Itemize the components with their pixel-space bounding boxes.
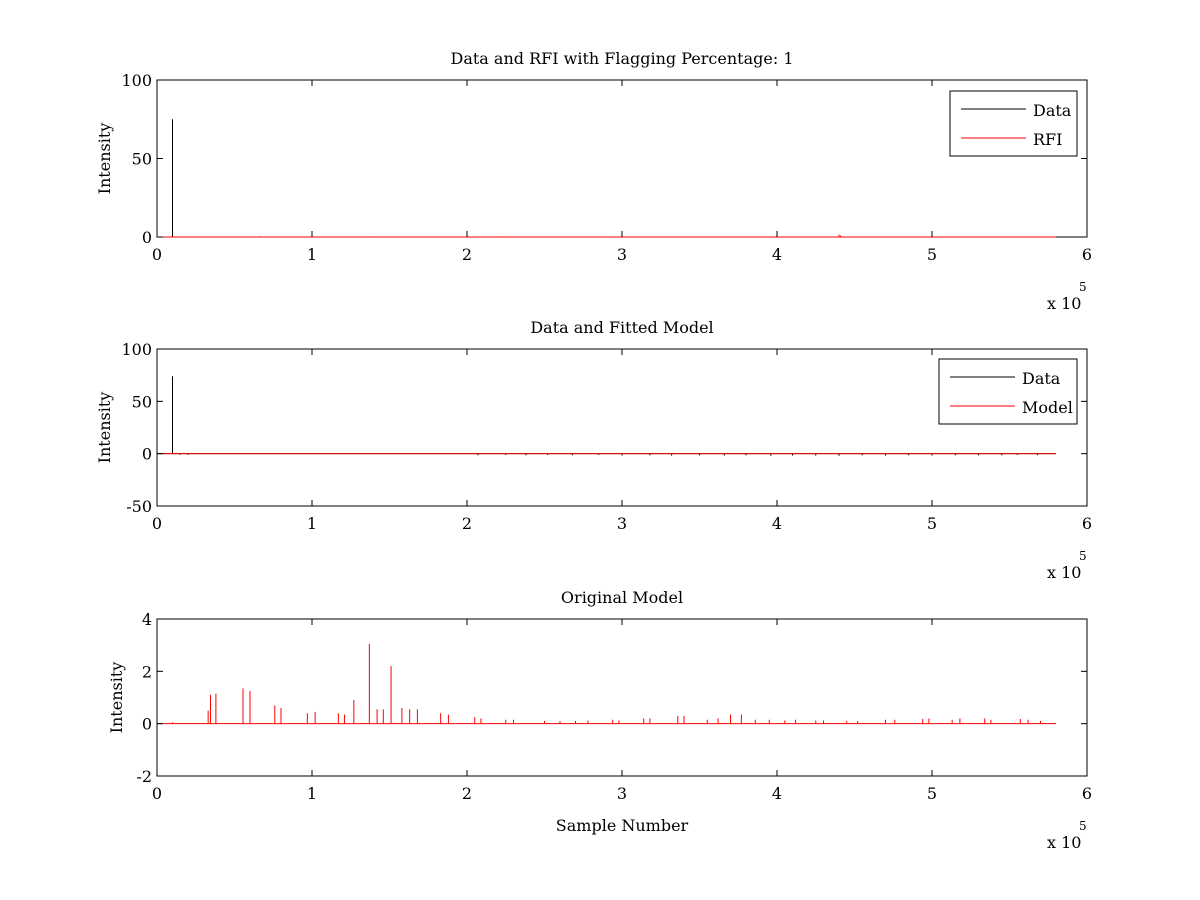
x-tick-label: 6 — [1082, 514, 1092, 533]
axes-box — [156, 79, 1088, 238]
x-tick-label: 4 — [772, 245, 782, 264]
x-tick-label: 1 — [307, 514, 317, 533]
x-multiplier-base: x 10 — [1047, 294, 1081, 313]
y-tick-label: 100 — [121, 340, 152, 359]
x-tick-label: 4 — [772, 784, 782, 803]
x-tick-label: 1 — [307, 784, 317, 803]
x-tick-label: 4 — [772, 514, 782, 533]
y-axis-label: Intensity — [107, 662, 126, 734]
y-tick-label: 100 — [121, 71, 152, 90]
x-tick-label: 3 — [617, 784, 627, 803]
y-tick-label: 2 — [142, 662, 152, 681]
legend-label-data: Data — [1033, 101, 1072, 120]
series-model — [157, 643, 1056, 725]
x-tick-label: 2 — [462, 245, 472, 264]
y-tick-label: 0 — [142, 445, 152, 464]
legend: Data RFI — [949, 90, 1078, 157]
legend-label-rfi: RFI — [1033, 130, 1062, 149]
series-data — [157, 119, 1056, 238]
chart-title: Data and Fitted Model — [530, 318, 713, 337]
x-tick-label: 0 — [152, 514, 162, 533]
x-tick-label: 0 — [152, 784, 162, 803]
x-tick-label: 2 — [462, 784, 472, 803]
legend-box — [938, 358, 1078, 425]
x-tick-label: 5 — [927, 784, 937, 803]
x-tick-label: 0 — [152, 245, 162, 264]
x-multiplier-base: x 10 — [1047, 563, 1081, 582]
x-tick-label: 1 — [307, 245, 317, 264]
x-tick-label: 3 — [617, 245, 627, 264]
x-tick-label: 5 — [927, 514, 937, 533]
x-multiplier-base: x 10 — [1047, 833, 1081, 852]
axes-box — [156, 618, 1088, 777]
y-tick-label: 4 — [142, 610, 152, 629]
series-rfi — [157, 234, 1056, 238]
legend-box — [949, 90, 1078, 157]
chart-title: Original Model — [561, 588, 683, 607]
y-axis-label: Intensity — [95, 392, 114, 464]
x-tick-label: 2 — [462, 514, 472, 533]
x-multiplier-exponent: 5 — [1079, 819, 1087, 833]
legend: Data Model — [938, 358, 1078, 425]
x-tick-label: 6 — [1082, 784, 1092, 803]
series-data — [157, 376, 1056, 456]
y-tick-label: -50 — [126, 497, 152, 516]
y-axis-label: Intensity — [95, 123, 114, 195]
x-multiplier-exponent: 5 — [1079, 280, 1087, 294]
x-axis-label: Sample Number — [556, 816, 689, 835]
y-tick-label: 50 — [132, 392, 152, 411]
x-tick-label: 6 — [1082, 245, 1092, 264]
x-tick-label: 3 — [617, 514, 627, 533]
chart-title: Data and RFI with Flagging Percentage: 1 — [450, 49, 793, 68]
y-tick-label: -2 — [136, 767, 152, 786]
y-tick-label: 50 — [132, 150, 152, 169]
x-multiplier-exponent: 5 — [1079, 549, 1087, 563]
y-tick-label: 0 — [142, 228, 152, 247]
legend-label-model: Model — [1022, 398, 1073, 417]
legend-label-data: Data — [1022, 369, 1061, 388]
x-tick-label: 5 — [927, 245, 937, 264]
y-tick-label: 0 — [142, 715, 152, 734]
